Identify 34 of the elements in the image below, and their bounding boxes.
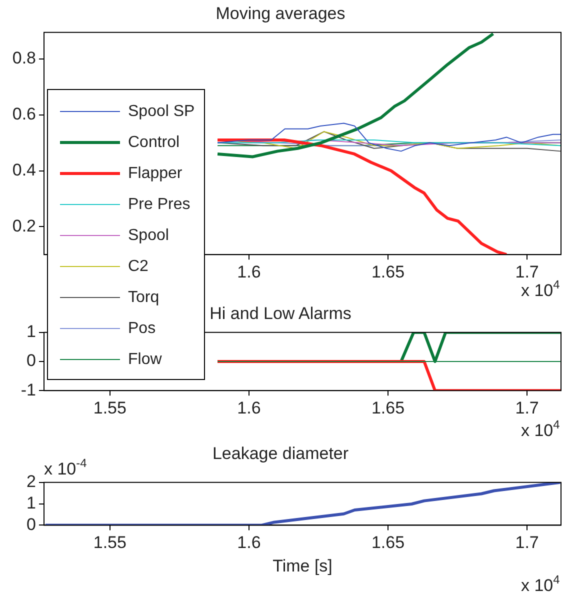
x-tick-label: 1.7 [515, 398, 539, 418]
x-tick-label: 1.6 [237, 398, 261, 418]
chart-title: Hi and Low Alarms [210, 304, 352, 323]
y-tick-label: -1 [20, 380, 36, 400]
x-tick-label: 1.65 [371, 398, 405, 418]
legend-label: C2 [128, 258, 148, 276]
x-tick-label: 1.7 [515, 262, 539, 282]
x-tick-label: 1.55 [93, 533, 126, 552]
legend-label: Flow [128, 350, 162, 368]
legend-label: Pre Pres [128, 196, 190, 214]
x-tick-label: 1.7 [515, 533, 539, 552]
x-tick-label: 1.65 [371, 262, 405, 282]
y-tick-label: 0.8 [12, 48, 36, 68]
x-tick-label: 1.65 [371, 533, 405, 552]
y-tick-label: 1 [26, 493, 36, 512]
x-tick-label: 1.55 [93, 398, 126, 418]
x-axis-title: Time [s] [272, 556, 332, 576]
legend-label: Pos [128, 320, 156, 338]
y-tick-label: 2 [26, 472, 36, 492]
legend-label: Torq [128, 288, 160, 306]
y-tick-label: 0.4 [12, 160, 36, 180]
legend-label: Flapper [128, 164, 182, 182]
legend-label: Control [128, 134, 180, 152]
chart-title: Leakage diameter [212, 444, 349, 463]
legend-label: Spool SP [128, 102, 195, 120]
x-tick-label: 1.6 [237, 533, 261, 552]
y-tick-label: 0.6 [12, 104, 36, 124]
y-tick-label: 1 [26, 322, 36, 342]
legend-label: Spool [128, 226, 169, 244]
y-tick-label: 0 [26, 351, 36, 370]
y-tick-label: 0 [26, 514, 36, 534]
y-tick-label: 0.2 [12, 216, 36, 236]
x-tick-label: 1.6 [237, 262, 261, 282]
chart-title: Moving averages [216, 4, 346, 23]
